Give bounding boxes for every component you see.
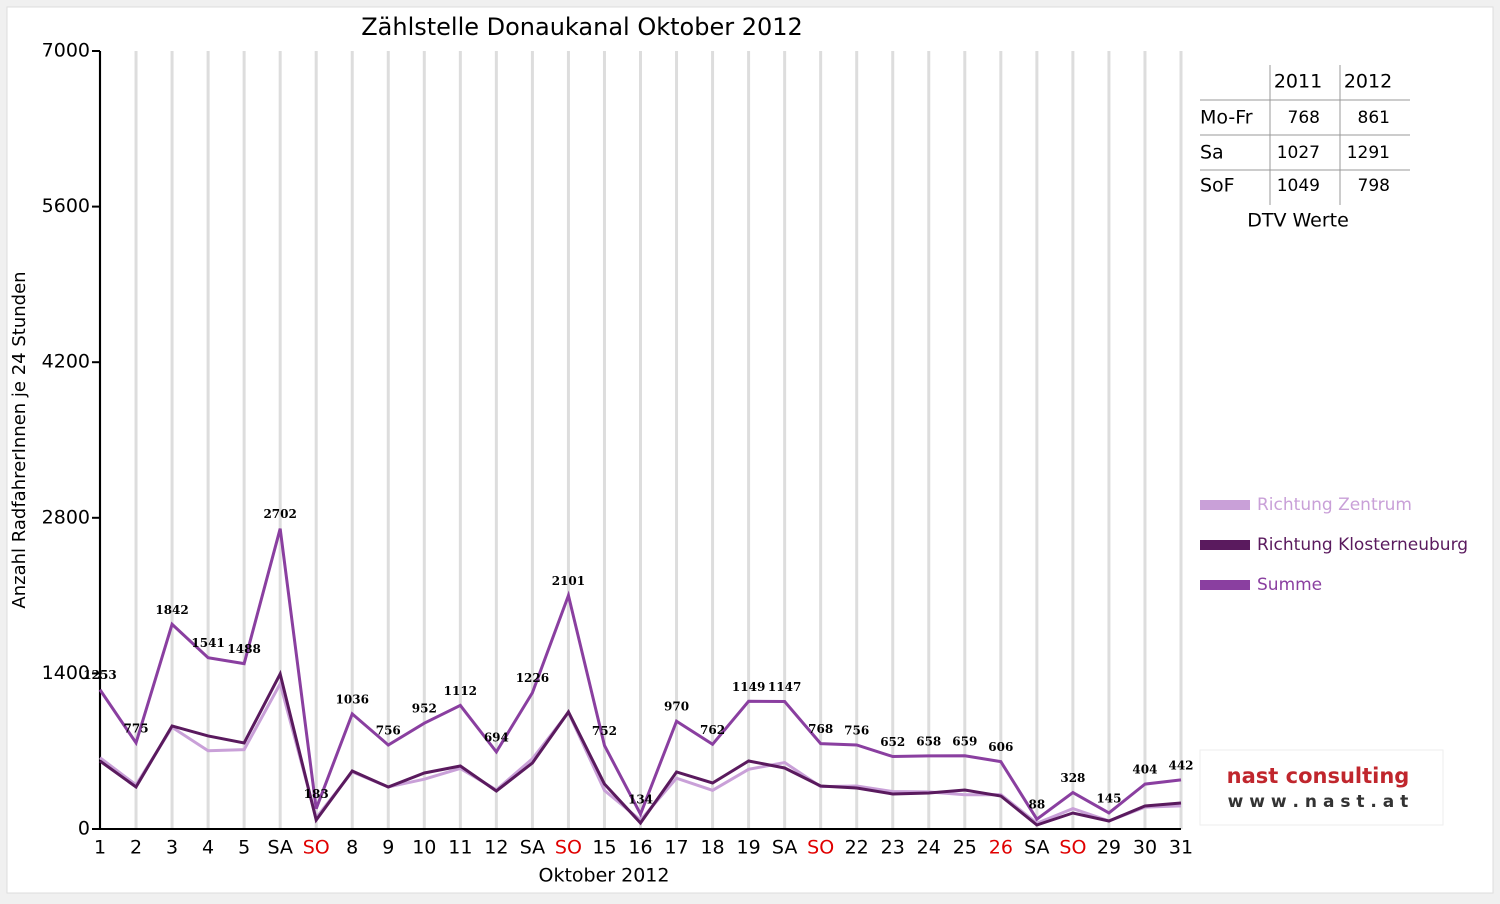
table-cell: 1049: [1277, 176, 1320, 196]
data-label: 88: [1029, 798, 1046, 812]
legend-swatch: [1200, 540, 1250, 550]
x-tick-label: SA: [1024, 837, 1049, 859]
y-tick-label: 1400: [42, 662, 90, 684]
legend-label: Summe: [1257, 575, 1322, 595]
table-header: 2012: [1344, 71, 1392, 93]
data-label: 768: [808, 722, 833, 736]
x-tick-label: 31: [1169, 837, 1193, 859]
x-tick-label: 5: [238, 837, 250, 859]
chart-title: Zählstelle Donaukanal Oktober 2012: [361, 13, 803, 41]
y-tick-label: 0: [78, 818, 90, 840]
x-tick-label: 2: [130, 837, 142, 859]
table-header: 2011: [1274, 71, 1322, 93]
data-label: 2101: [552, 574, 585, 588]
x-tick-label: 17: [664, 837, 688, 859]
table-cell: 1291: [1347, 143, 1390, 163]
data-label: 775: [124, 721, 149, 735]
x-tick-label: 24: [917, 837, 941, 859]
data-label: 952: [412, 702, 437, 716]
data-label: 1147: [768, 680, 801, 694]
data-label: 1226: [516, 671, 549, 685]
data-label: 328: [1060, 771, 1085, 785]
x-tick-label: 19: [737, 837, 761, 859]
x-tick-label: 1: [94, 837, 106, 859]
y-tick-label: 4200: [42, 351, 90, 373]
data-label: 1036: [336, 692, 369, 706]
x-tick-label: 29: [1097, 837, 1121, 859]
data-label: 1253: [83, 668, 116, 682]
legend-swatch: [1200, 580, 1250, 590]
table-cell: 861: [1358, 108, 1390, 128]
table-cell: SoF: [1200, 175, 1235, 197]
x-tick-label: 18: [700, 837, 724, 859]
table-cell: Sa: [1200, 142, 1224, 164]
data-label: 1842: [155, 603, 188, 617]
x-tick-label: 4: [202, 837, 214, 859]
table-lines: [1200, 65, 1410, 205]
data-label: 970: [664, 700, 689, 714]
series-line: [98, 528, 1182, 822]
x-tick-label: 3: [166, 837, 178, 859]
data-label: 756: [844, 723, 869, 737]
table-cell: 768: [1288, 108, 1320, 128]
data-label: 404: [1132, 763, 1157, 777]
table-cell: Mo-Fr: [1200, 107, 1253, 129]
data-label: 183: [304, 787, 329, 801]
x-tick-label: 30: [1133, 837, 1157, 859]
x-tick-label: SA: [267, 837, 292, 859]
data-label: 1149: [732, 680, 765, 694]
data-label: 652: [880, 735, 905, 749]
x-tick-label: 10: [412, 837, 436, 859]
x-tick-label: 12: [484, 837, 508, 859]
data-label: 1112: [444, 684, 477, 698]
table-cell: 1027: [1277, 143, 1320, 163]
data-label: 762: [700, 723, 725, 737]
x-tick-label: 22: [845, 837, 869, 859]
table-caption: DTV Werte: [1247, 210, 1349, 232]
legend-swatch: [1200, 500, 1250, 510]
logo-name: nast consulting: [1227, 764, 1410, 788]
x-tick-label: 23: [881, 837, 905, 859]
data-label: 658: [916, 734, 941, 748]
data-label: 1541: [191, 636, 224, 650]
table-cell: 798: [1358, 176, 1390, 196]
x-tick-label: 8: [346, 837, 358, 859]
data-label: 756: [376, 723, 401, 737]
x-tick-label: SA: [772, 837, 797, 859]
legend-label: Richtung Klosterneuburg: [1257, 535, 1468, 555]
y-tick-label: 7000: [42, 40, 90, 62]
data-label: 134: [628, 793, 653, 807]
x-tick-label: SO: [807, 837, 834, 859]
data-label: 752: [592, 724, 617, 738]
series-line: [99, 669, 1182, 827]
x-tick-label: SO: [1059, 837, 1086, 859]
x-tick-label: 11: [448, 837, 472, 859]
x-tick-label: 9: [382, 837, 394, 859]
data-label: 606: [988, 740, 1013, 754]
x-tick-label: SA: [520, 837, 545, 859]
data-label: 659: [952, 734, 977, 748]
x-tick-label: 16: [628, 837, 652, 859]
x-tick-label: 26: [989, 837, 1013, 859]
logo-box: [1199, 749, 1444, 826]
y-tick-label: 2800: [42, 506, 90, 528]
data-label: 694: [484, 730, 509, 744]
data-label: 2702: [263, 507, 296, 521]
x-tick-label: 15: [592, 837, 616, 859]
data-label: 145: [1096, 791, 1121, 805]
data-label: 1488: [227, 642, 260, 656]
x-tick-label: SO: [303, 837, 330, 859]
y-axis-label: Anzahl RadfahrerInnen je 24 Stunden: [9, 271, 30, 608]
y-tick-label: 5600: [42, 195, 90, 217]
legend-label: Richtung Zentrum: [1257, 495, 1412, 515]
logo-url: w w w . n a s t . a t: [1228, 792, 1409, 812]
x-tick-label: 25: [953, 837, 977, 859]
x-axis-label: Oktober 2012: [539, 865, 670, 887]
data-label: 442: [1168, 758, 1193, 772]
x-tick-label: SO: [555, 837, 582, 859]
